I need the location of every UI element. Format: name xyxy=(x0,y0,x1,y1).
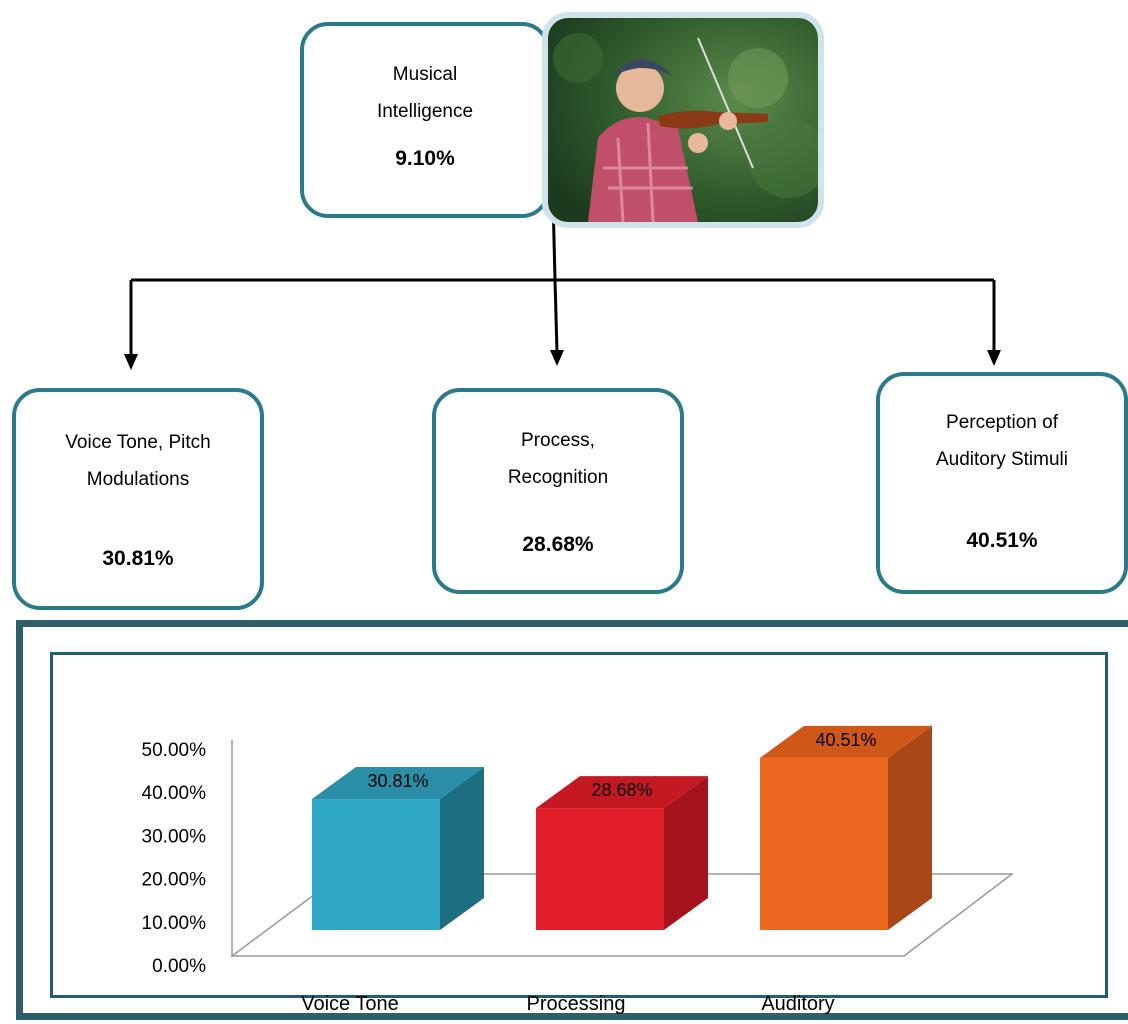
process-recognition-box: Process, Recognition 28.68% xyxy=(432,388,684,594)
process-line2: Recognition xyxy=(507,467,609,488)
y-tick-label: 40.00% xyxy=(142,783,207,804)
bar-top xyxy=(536,776,708,809)
chart-outer-frame xyxy=(16,620,1128,1020)
process-line1: Process, xyxy=(521,430,595,451)
y-tick-label: 20.00% xyxy=(142,870,207,891)
bar-side xyxy=(440,767,484,930)
arrow-down-icon xyxy=(987,350,1001,366)
arrow-down-icon xyxy=(124,354,138,370)
top-box-line1: Musical xyxy=(392,64,458,85)
arrow-down-icon xyxy=(550,350,564,366)
perception-line2: Auditory Stimuli xyxy=(936,449,1068,470)
top-box-line2: Intelligence xyxy=(376,101,474,122)
voice-tone-box: Voice Tone, Pitch Modulations 30.81% xyxy=(12,388,264,610)
y-tick-label: 0.00% xyxy=(152,956,206,977)
y-tick-label: 30.00% xyxy=(142,826,207,847)
y-tick-label: 50.00% xyxy=(142,740,207,761)
data-label: 40.51% xyxy=(815,730,876,750)
musical-intelligence-box: Musical Intelligence 9.10% xyxy=(300,22,550,218)
bar-side xyxy=(888,725,932,930)
data-label: 30.81% xyxy=(367,771,428,791)
category-label: Voice Tone xyxy=(301,993,399,1015)
perception-line1: Perception of xyxy=(946,412,1058,433)
perception-value: 40.51% xyxy=(966,529,1038,552)
bar-front xyxy=(760,757,888,930)
category-label: Auditory xyxy=(761,993,834,1015)
bar-front xyxy=(312,799,440,930)
bar-top xyxy=(760,725,932,758)
connector-lines xyxy=(124,197,1001,370)
violinist-photo-icon xyxy=(548,18,818,222)
process-value: 28.68% xyxy=(522,533,594,556)
perception-box: Perception of Auditory Stimuli 40.51% xyxy=(876,372,1128,594)
voice-tone-line1: Voice Tone, Pitch xyxy=(65,432,211,453)
bar-front xyxy=(536,808,664,930)
voice-tone-value: 30.81% xyxy=(102,547,174,570)
bar-side xyxy=(664,776,708,930)
bar-top xyxy=(312,767,484,800)
voice-tone-line2: Modulations xyxy=(86,469,190,490)
category-label: Processing xyxy=(527,993,626,1015)
chart-floor xyxy=(229,873,1015,957)
violinist-photo xyxy=(542,12,824,228)
top-box-value: 9.10% xyxy=(395,147,455,170)
y-tick-label: 10.00% xyxy=(142,913,207,934)
chart-inner-frame xyxy=(50,652,1108,998)
data-label: 28.68% xyxy=(591,780,652,800)
